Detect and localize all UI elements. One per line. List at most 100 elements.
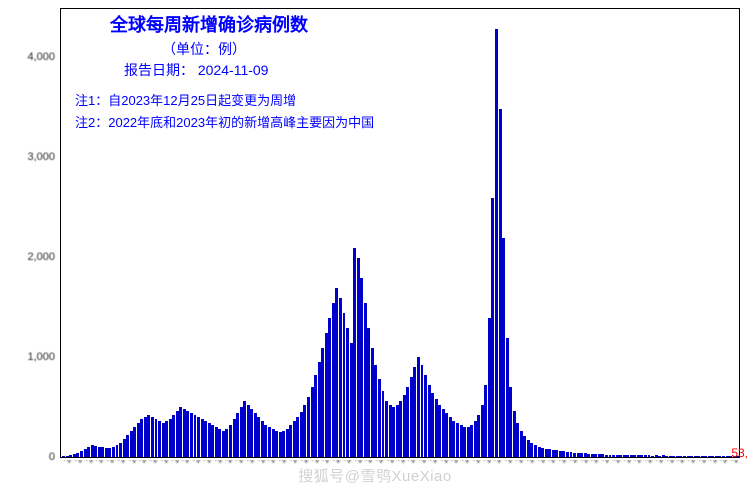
bar [264,425,267,457]
bar [225,429,228,457]
bar [158,421,161,457]
bar [296,417,299,457]
bar [722,456,725,457]
bar [357,258,360,457]
bar [559,451,562,457]
bar [87,447,90,457]
bar [137,423,140,457]
bar [626,455,629,457]
bar [233,419,236,457]
bar [697,456,700,457]
bar [509,387,512,457]
bar [545,449,548,457]
bar [630,455,633,457]
bar [289,425,292,457]
bar [66,456,69,457]
bar [640,455,643,457]
bar [449,417,452,457]
bar [197,417,200,457]
bar [328,318,331,457]
bar [438,405,441,457]
bar [651,456,654,457]
chart-subtitle: （单位：例） [162,39,308,60]
bar [311,387,314,457]
chart-header: 全球每周新增确诊病例数 （单位：例） 报告日期： 2024-11-09 [110,12,308,81]
bar [421,365,424,457]
chart-notes: 注1：自2023年12月25日起变更为周增 注2：2022年底和2023年初的新… [75,90,374,134]
bar [484,385,487,457]
bar [183,409,186,457]
bar [130,431,133,457]
bar [516,423,519,457]
x-tick-label: 2022-01 [729,460,740,464]
bar [527,440,530,457]
bar [672,456,675,457]
bar [261,421,264,457]
bar [619,455,622,457]
bar [488,318,491,457]
bar [339,298,342,457]
bar [211,425,214,457]
bar [396,405,399,457]
bar [704,456,707,457]
bar [502,238,505,457]
bar [467,427,470,457]
bar [229,425,232,457]
bar [108,448,111,457]
bar [577,453,580,457]
bar [144,417,147,457]
bar [318,362,321,457]
bar [73,454,76,457]
bar [612,455,615,457]
bar [520,431,523,457]
bar [112,447,115,457]
bar [76,453,79,457]
bar [463,427,466,457]
bar [403,395,406,457]
end-value-label: 53, [731,446,748,460]
bar [573,453,576,457]
bar [676,456,679,457]
bar [616,455,619,457]
x-axis-ticks: 2022-012022-012022-012022-012022-012022-… [60,460,740,496]
bar [474,421,477,457]
bar [477,415,480,457]
y-tick-label: 4,000 [0,51,55,63]
bar [176,411,179,457]
bar [580,453,583,457]
bar [303,405,306,457]
bar [530,443,533,457]
bar [293,421,296,457]
bar [133,427,136,457]
bar [601,454,604,457]
bar [257,417,260,457]
bar [399,401,402,457]
bar [91,445,94,457]
bar [694,456,697,457]
bar [62,456,65,457]
bar [548,449,551,457]
bar [94,446,97,457]
bar [172,415,175,457]
bar [126,435,129,457]
bar [406,387,409,457]
bar [314,375,317,457]
y-tick-label: 1,000 [0,351,55,363]
bar [169,419,172,457]
bar [566,452,569,457]
bar [690,456,693,457]
chart-note-2: 注2：2022年底和2023年初的新增高峰主要因为中国 [75,112,374,134]
bar [424,375,427,457]
bar [282,431,285,457]
bar [683,456,686,457]
bar [162,423,165,457]
bar [669,456,672,457]
bar [98,447,101,457]
chart-note-1: 注1：自2023年12月25日起变更为周增 [75,90,374,112]
bar [80,451,83,457]
bar [715,456,718,457]
bar [587,454,590,457]
bar [165,421,168,457]
bar [186,411,189,457]
bar [679,456,682,457]
